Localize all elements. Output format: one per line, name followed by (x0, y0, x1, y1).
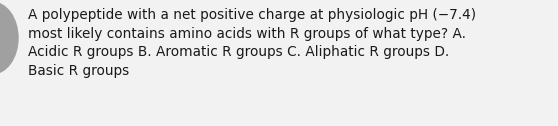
Ellipse shape (0, 2, 18, 74)
Text: A polypeptide with a net positive charge at physiologic pH (−7.4)
most likely co: A polypeptide with a net positive charge… (28, 8, 476, 78)
